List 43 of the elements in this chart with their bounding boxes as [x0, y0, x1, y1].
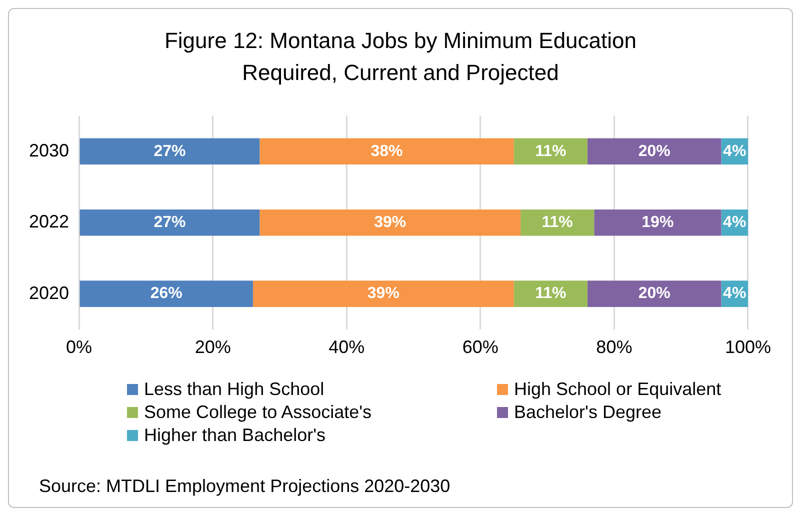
- bar: [80, 138, 260, 165]
- legend-label: High School or Equivalent: [514, 379, 722, 400]
- data-label: 4%: [723, 214, 746, 232]
- bar: [80, 209, 260, 236]
- chart-title: Figure 12: Montana Jobs by Minimum Education Required, Current and Projected: [163, 27, 638, 87]
- bar: [260, 209, 521, 236]
- y-tick-label: 2030: [28, 140, 70, 160]
- bar: [80, 280, 253, 307]
- x-tick-label: 60%: [462, 337, 498, 358]
- data-label: 27%: [154, 142, 186, 160]
- bar: [514, 138, 588, 165]
- legend-label: Some College to Associate's: [144, 402, 372, 423]
- x-tick-label: 100%: [724, 337, 772, 358]
- legend-label: Bachelor's Degree: [514, 402, 662, 423]
- data-label: 11%: [535, 142, 566, 160]
- data-label: 20%: [638, 285, 670, 302]
- data-label: 39%: [367, 285, 400, 302]
- data-label: 11%: [542, 214, 573, 232]
- data-label: 19%: [642, 214, 674, 232]
- x-tick-label: 0%: [66, 337, 92, 358]
- bar: [514, 280, 588, 307]
- legend-label: Less than High School: [144, 379, 324, 400]
- bar: [587, 280, 722, 307]
- data-label: 38%: [370, 142, 403, 160]
- data-label: 27%: [154, 214, 186, 232]
- x-tick-label: 80%: [596, 337, 632, 358]
- data-label: 11%: [535, 285, 566, 302]
- data-label: 4%: [723, 285, 746, 302]
- data-label: 4%: [723, 142, 746, 160]
- data-label: 39%: [374, 214, 406, 232]
- y-tick-label: 2020: [28, 282, 70, 303]
- data-label: 20%: [638, 142, 670, 160]
- source-note: Source: MTDLI Employment Projections 2020-2030: [39, 476, 450, 497]
- bar: [594, 209, 722, 236]
- legend-label: Higher than Bachelor's: [144, 425, 326, 446]
- bar: [587, 138, 722, 165]
- x-tick-label: 20%: [194, 337, 231, 358]
- bar: [260, 138, 514, 165]
- x-tick-label: 40%: [328, 337, 365, 358]
- bar: [252, 280, 514, 307]
- y-tick-label: 2022: [28, 212, 70, 232]
- bar: [520, 209, 594, 236]
- data-label: 26%: [150, 285, 182, 302]
